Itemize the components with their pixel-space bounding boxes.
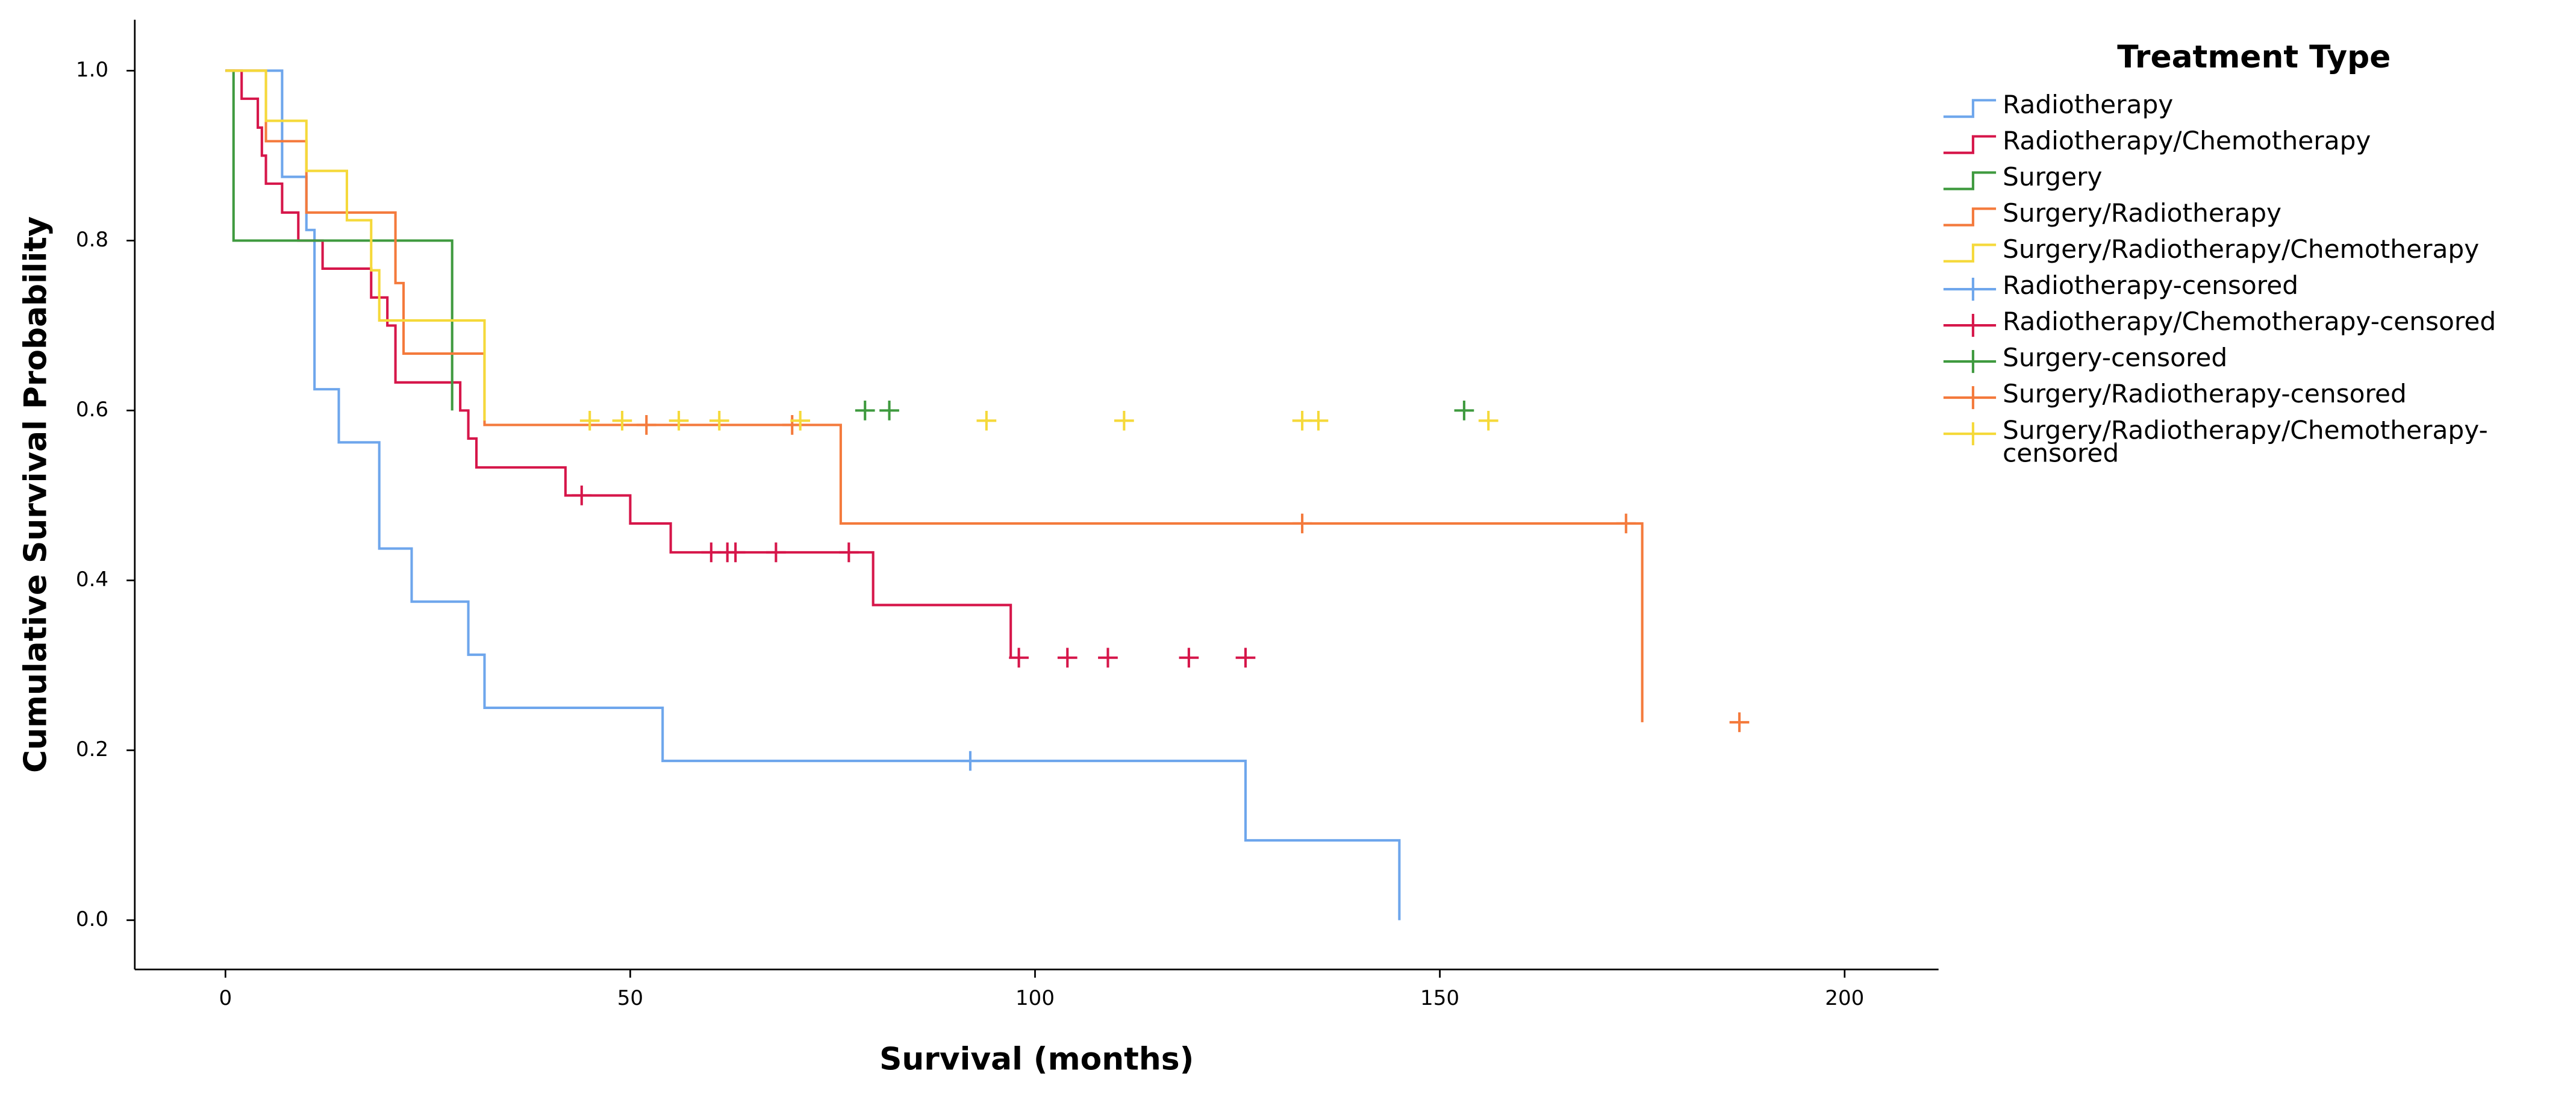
censor-mark [1292, 513, 1312, 534]
censor-mark [855, 401, 875, 420]
censor-mark [669, 410, 689, 431]
legend-swatch [1943, 171, 1997, 190]
y-axis-title: Cumulative Survival Probability [17, 216, 54, 773]
legend-label-box: Surgery-censored [2002, 346, 2228, 374]
legend-label: Surgery [2002, 166, 2103, 193]
censor-mark [1454, 401, 1474, 420]
legend-swatch [1943, 277, 1997, 301]
legend-swatch [1943, 313, 1997, 337]
censor-mark [1009, 648, 1029, 668]
legend-label-box: Radiotherapy-censored [2002, 274, 2299, 301]
legend-label-box: Surgery [2002, 166, 2103, 193]
y-tick-label: 0.6 [76, 398, 108, 422]
x-tick-label: 200 [1825, 986, 1864, 1010]
censor-mark [1308, 410, 1329, 431]
survival-curve [225, 69, 1012, 658]
legend-swatch [1943, 422, 1997, 446]
y-tick-label: 0.4 [76, 567, 108, 592]
legend-label: Surgery/Radiotherapy [2002, 202, 2282, 229]
censor-mark [1057, 648, 1077, 668]
legend-label: Surgery/Radiotherapy-censored [2002, 383, 2407, 410]
censor-mark [579, 410, 600, 431]
x-axis-title: Survival (months) [879, 1042, 1194, 1078]
censor-mark [1729, 712, 1750, 733]
legend-swatch [1943, 99, 1997, 118]
censor-mark [838, 542, 859, 563]
x-tick-label: 50 [617, 986, 643, 1010]
legend-label-box: Surgery/Radiotherapy-censored [2002, 383, 2407, 410]
legend-label-box: Surgery/Radiotherapy/Chemotherapy-censor… [2002, 419, 2488, 469]
censor-mark [766, 542, 786, 563]
censor-mark [1179, 648, 1199, 668]
legend-label: Surgery/Radiotherapy/Chemotherapy [2002, 238, 2480, 265]
censor-mark [1235, 648, 1256, 668]
legend-swatch [1943, 207, 1997, 227]
legend-label: Radiotherapy/Chemotherapy [2002, 130, 2371, 157]
legend-swatch [1943, 135, 1997, 154]
legend-label: Surgery-censored [2002, 346, 2228, 374]
survival-curve [225, 69, 1401, 921]
censor-mark [612, 410, 632, 431]
censor-mark [1616, 513, 1636, 534]
legend-label: Radiotherapy-censored [2002, 274, 2299, 301]
survival-curve [225, 69, 486, 421]
legend-label-box: Radiotherapy/Chemotherapy-censored [2002, 310, 2496, 337]
x-tick-label: 100 [1015, 986, 1055, 1010]
legend-label-box: Radiotherapy [2002, 93, 2174, 120]
legend-swatch [1943, 349, 1997, 374]
survival-curve [225, 69, 454, 411]
y-tick-label: 0.0 [76, 907, 108, 931]
censor-mark [879, 401, 899, 420]
y-tick-label: 0.8 [76, 228, 108, 252]
y-tick-label: 0.2 [76, 737, 108, 761]
censor-mark [790, 410, 811, 431]
legend-label-box: Surgery/Radiotherapy/Chemotherapy [2002, 238, 2480, 265]
legend-label: Radiotherapy/Chemotherapy-censored [2002, 310, 2496, 337]
legend-label-box: Radiotherapy/Chemotherapy [2002, 130, 2371, 157]
censor-mark [572, 486, 592, 505]
legend-swatch [1943, 243, 1997, 263]
x-tick-label: 150 [1420, 986, 1459, 1010]
legend-label: Radiotherapy [2002, 93, 2174, 120]
censor-mark [782, 414, 802, 435]
censor-mark [1114, 410, 1134, 431]
y-tick-label: 1.0 [76, 58, 108, 82]
legend-label-box: Surgery/Radiotherapy [2002, 202, 2282, 229]
legend-swatch [1943, 386, 1997, 410]
survival-curve [225, 69, 1644, 722]
censor-mark [1478, 410, 1499, 431]
censor-mark [1098, 648, 1118, 668]
censor-mark [960, 751, 981, 771]
censor-mark [976, 410, 997, 431]
censor-mark [636, 414, 656, 435]
censor-mark [709, 410, 729, 431]
x-tick-label: 0 [219, 986, 232, 1010]
legend-label: Surgery/Radiotherapy/Chemotherapy-censor… [2002, 419, 2488, 469]
legend-title: Treatment Type [2117, 39, 2390, 75]
censor-mark [725, 542, 746, 563]
